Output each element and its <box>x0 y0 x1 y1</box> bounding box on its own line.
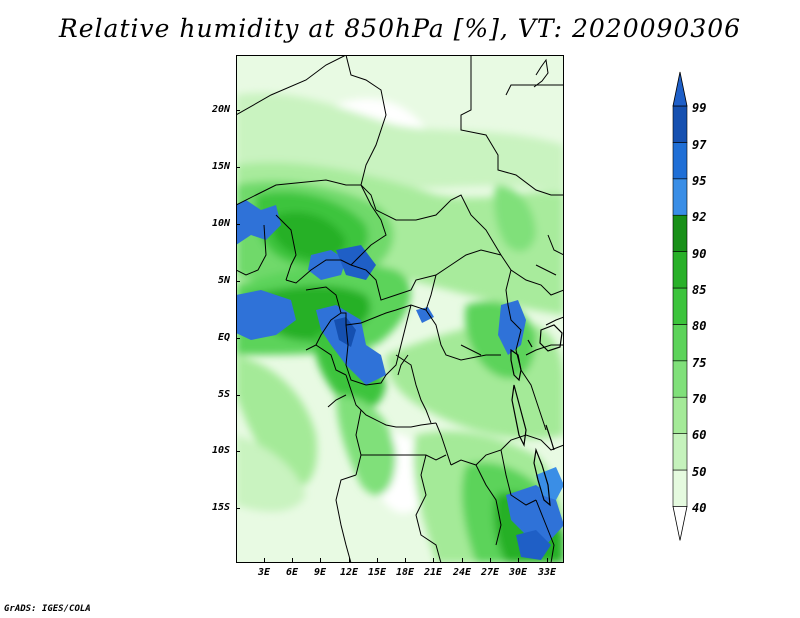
lat-label-15n: 15N <box>211 161 230 172</box>
colorbar-label-99: 99 <box>692 101 707 115</box>
colorbar-segment <box>672 396 688 434</box>
lake-outlines <box>510 324 563 507</box>
lat-label-15s: 15S <box>211 502 230 513</box>
humidity-field <box>236 55 564 563</box>
lat-label-5s: 5S <box>217 389 230 400</box>
lon-label-33e: 33E <box>537 567 557 578</box>
footer-credit: GrADS: IGES/COLA <box>4 604 91 614</box>
red-sea-coast <box>533 58 549 88</box>
colorbar-bottom-arrow <box>672 506 688 541</box>
colorbar-segment <box>672 105 688 143</box>
lat-label-20n: 20N <box>211 104 230 115</box>
colorbar-label-90: 90 <box>692 247 707 261</box>
colorbar-label-60: 60 <box>692 428 707 442</box>
lat-label-10s: 10S <box>211 445 230 456</box>
lon-label-9e: 9E <box>313 567 327 578</box>
lat-label-5n: 5N <box>217 275 230 286</box>
colorbar-label-80: 80 <box>692 319 707 333</box>
plot-title: Relative humidity at 850hPa [%], VT: 202… <box>58 14 742 43</box>
colorbar-segment <box>672 178 688 216</box>
colorbar-label-95: 95 <box>692 174 707 188</box>
humidity-map <box>236 55 564 563</box>
lon-label-6e: 6E <box>285 567 299 578</box>
colorbar-label-50: 50 <box>692 465 707 479</box>
colorbar-segment <box>672 214 688 252</box>
colorbar <box>672 71 688 541</box>
lon-label-27e: 27E <box>480 567 500 578</box>
lon-label-18e: 18E <box>395 567 415 578</box>
colorbar-segment <box>672 360 688 398</box>
lon-label-3e: 3E <box>257 567 271 578</box>
colorbar-segment <box>672 433 688 471</box>
colorbar-label-92: 92 <box>692 210 707 224</box>
lon-label-12e: 12E <box>339 567 359 578</box>
colorbar-segment <box>672 324 688 362</box>
colorbar-label-75: 75 <box>692 356 707 370</box>
colorbar-top-arrow <box>672 71 688 107</box>
lat-label-eq: EQ <box>217 332 230 343</box>
colorbar-segment <box>672 287 688 325</box>
lon-label-21e: 21E <box>423 567 443 578</box>
colorbar-label-40: 40 <box>692 501 707 515</box>
colorbar-label-85: 85 <box>692 283 707 297</box>
lon-label-30e: 30E <box>508 567 528 578</box>
colorbar-segment <box>672 469 688 507</box>
colorbar-segment <box>672 142 688 180</box>
country-borders <box>236 55 564 563</box>
colorbar-label-97: 97 <box>692 138 707 152</box>
lat-label-10n: 10N <box>211 218 230 229</box>
lon-label-15e: 15E <box>367 567 387 578</box>
colorbar-segment <box>672 251 688 289</box>
lon-label-24e: 24E <box>452 567 472 578</box>
colorbar-label-70: 70 <box>692 392 707 406</box>
